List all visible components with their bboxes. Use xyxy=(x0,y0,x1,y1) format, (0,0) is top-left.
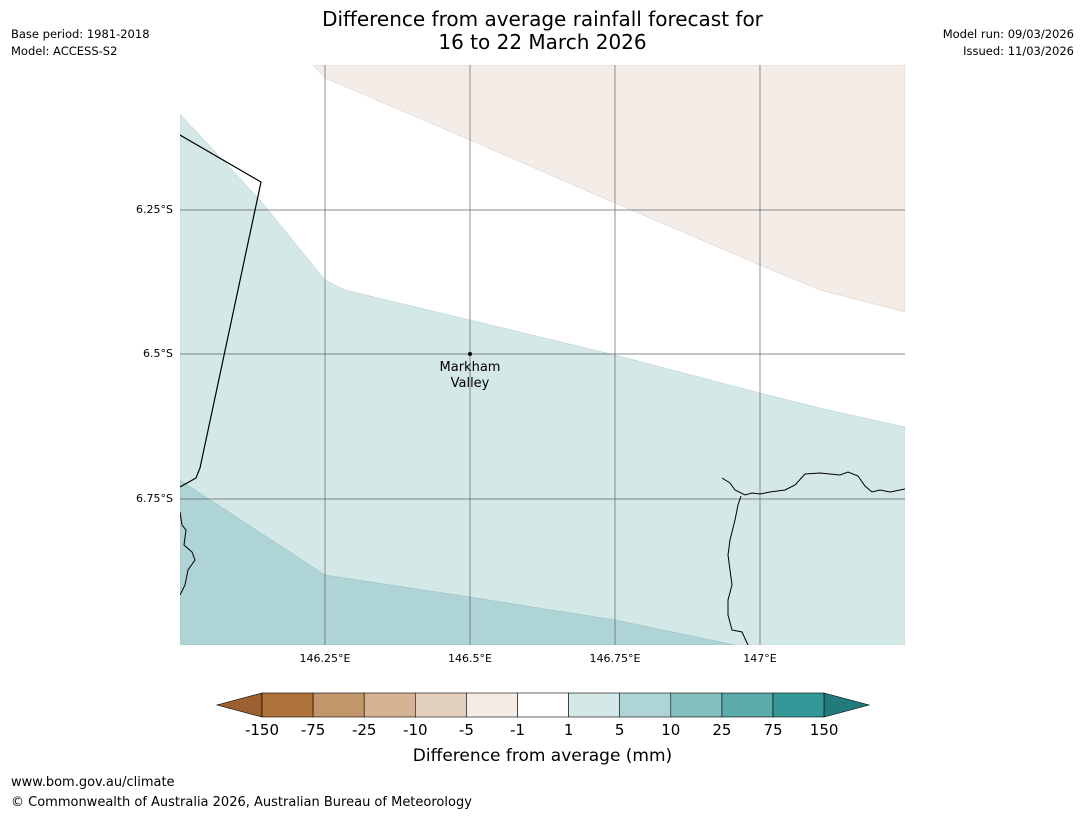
colorbar-swatch-10 xyxy=(772,692,825,718)
colorbar-swatch-6 xyxy=(568,692,620,718)
colorbar-swatch-0 xyxy=(261,692,314,718)
map-title: Difference from average rainfall forecas… xyxy=(0,8,1085,54)
place-marker xyxy=(468,352,472,356)
lat-label-6-25: 6.25°S xyxy=(136,203,173,216)
rain-anomaly-band-slightly-wet xyxy=(180,113,905,645)
colorbar-tick-label: -25 xyxy=(351,721,377,739)
province-boundary xyxy=(180,134,262,488)
river-course xyxy=(727,495,749,645)
model-name: Model: ACCESS-S2 xyxy=(11,44,118,58)
colorbar-tick-label: 1 xyxy=(563,721,574,739)
lat-label-6-5: 6.5°S xyxy=(143,347,173,360)
metadata-left: Base period: 1981-2018 Model: ACCESS-S2 xyxy=(11,26,150,60)
lon-label-147: 147°E xyxy=(743,652,777,665)
colorbar-swatch-4 xyxy=(466,692,518,718)
colorbar-tick-label: 25 xyxy=(712,721,732,739)
issued-date: Issued: 11/03/2026 xyxy=(963,44,1074,58)
lat-label-6-75: 6.75°S xyxy=(136,492,173,505)
metadata-right: Model run: 09/03/2026 Issued: 11/03/2026 xyxy=(943,26,1074,60)
colorbar-swatch-1 xyxy=(312,692,365,718)
place-label: Markham Valley xyxy=(440,360,501,392)
lon-label-146-5: 146.5°E xyxy=(448,652,492,665)
colorbar-swatch-5 xyxy=(517,692,569,718)
colorbar-swatch-2 xyxy=(363,692,416,718)
river-coastline xyxy=(721,471,905,496)
colorbar-extend-high xyxy=(823,692,871,718)
colorbar-swatch-9 xyxy=(721,692,774,718)
place-name-line-2: Valley xyxy=(450,376,490,391)
coastline-west xyxy=(180,511,196,596)
colorbar-tick-label: -10 xyxy=(403,721,428,739)
colorbar xyxy=(215,692,871,718)
base-period: Base period: 1981-2018 xyxy=(11,27,150,41)
title-line-2: 16 to 22 March 2026 xyxy=(438,30,647,54)
colorbar-extend-low xyxy=(215,692,263,718)
colorbar-swatch-3 xyxy=(414,692,467,718)
colorbar-tick-label: 5 xyxy=(614,721,625,739)
footer-url[interactable]: www.bom.gov.au/climate xyxy=(11,775,175,790)
colorbar-swatch-7 xyxy=(619,692,672,718)
colorbar-tick-label: -1 xyxy=(510,721,525,739)
colorbar-tick-label: 150 xyxy=(809,721,839,739)
footer-copyright: © Commonwealth of Australia 2026, Austra… xyxy=(11,795,472,810)
lon-label-146-75: 146.75°E xyxy=(589,652,641,665)
colorbar-tick-label: -5 xyxy=(458,721,474,739)
colorbar-swatch-8 xyxy=(670,692,723,718)
title-line-1: Difference from average rainfall forecas… xyxy=(322,7,763,31)
colorbar-tick-label: -150 xyxy=(244,721,280,739)
model-run: Model run: 09/03/2026 xyxy=(942,27,1074,41)
colorbar-tick-label: 10 xyxy=(661,721,681,739)
colorbar-tick-label: -75 xyxy=(300,721,326,739)
colorbar-tick-label: 75 xyxy=(763,721,783,739)
lon-label-146-25: 146.25°E xyxy=(299,652,351,665)
place-name-line-1: Markham xyxy=(439,360,501,375)
colorbar-title: Difference from average (mm) xyxy=(412,746,673,766)
